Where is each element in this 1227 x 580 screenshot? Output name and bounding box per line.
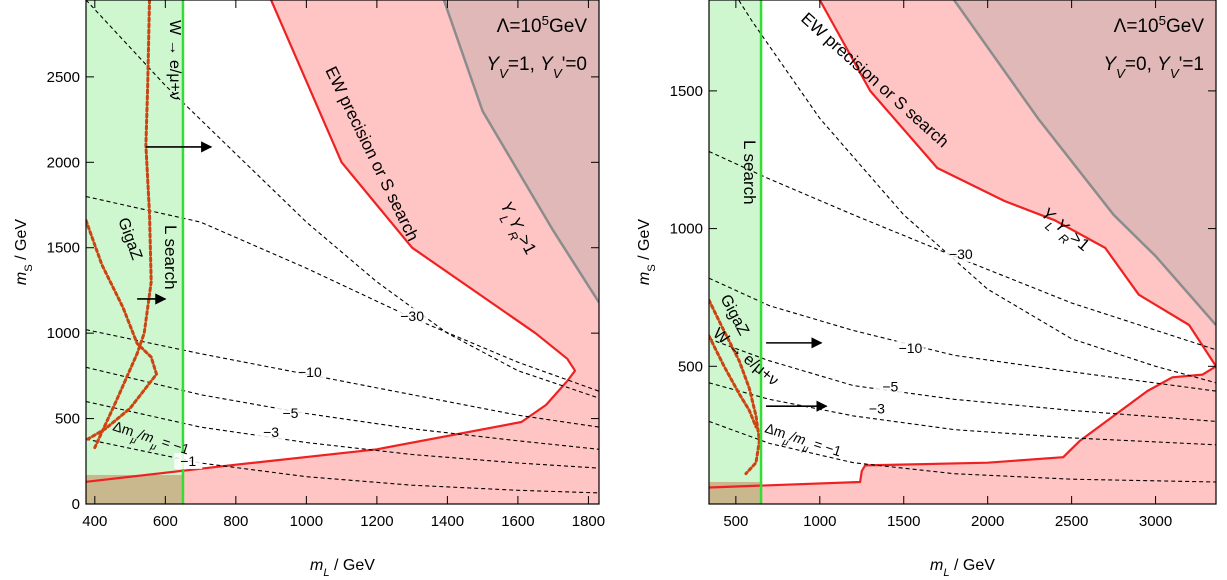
yly-boundary xyxy=(442,0,599,304)
header-lambda: Λ=105GeV xyxy=(1114,13,1205,38)
dotted-bound-0 xyxy=(709,298,761,476)
y-tick-label-3: 1500 xyxy=(47,240,80,257)
contour-label-0: −30 xyxy=(400,308,424,324)
plot-frame xyxy=(708,0,1217,505)
label-lsearch: L search xyxy=(740,140,759,205)
contour-label-bg-4 xyxy=(174,452,203,469)
x-axis-label: mL / GeV xyxy=(310,557,375,579)
ew-boundary xyxy=(86,0,577,483)
label-dm: Δmμ/mμ = −1 xyxy=(109,418,191,463)
y-tick-label-0: 500 xyxy=(678,358,703,375)
x-tick-label-7: 1800 xyxy=(572,513,605,530)
header-couplings: YV=0, YV'=1 xyxy=(1103,54,1204,81)
contour-line-4 xyxy=(709,420,1216,483)
contour-line-0 xyxy=(86,195,599,392)
contour-line-4 xyxy=(86,438,599,494)
contour-label-2: −5 xyxy=(283,405,299,421)
x-tick-label-5: 3000 xyxy=(1139,513,1172,530)
contour-label-2: −5 xyxy=(882,378,898,394)
contour-label-bg-0 xyxy=(398,307,427,324)
y-tick-label-4: 2000 xyxy=(47,154,80,171)
yly-region xyxy=(443,0,599,303)
x-tick-label-2: 800 xyxy=(223,513,248,530)
label-lsearch: L search xyxy=(161,225,180,290)
contour-line-2 xyxy=(86,366,599,450)
y-tick-label-1: 1000 xyxy=(670,221,703,238)
ew-excluded-region xyxy=(86,0,599,504)
contour-label-4: −1 xyxy=(180,453,196,469)
contour-label-bg-1 xyxy=(295,364,324,381)
contour-label-1: −10 xyxy=(298,364,322,380)
y-tick-label-5: 2500 xyxy=(47,69,80,86)
y-tick-label-1: 500 xyxy=(55,411,80,428)
x-tick-label-3: 1000 xyxy=(290,513,323,530)
contour-label-1: −10 xyxy=(899,340,923,356)
dotted-bound-1 xyxy=(709,334,758,429)
plot-area: −30 −10 −5−3 −1 xyxy=(86,0,599,504)
x-tick-label-4: 2500 xyxy=(1055,513,1088,530)
contour-label-bg-3 xyxy=(862,400,891,417)
x-axis-label: mL / GeV xyxy=(930,557,995,579)
panel-left: −30 −10 −5−3 −1 400 600 800 1000 1200 1400 1600 180… xyxy=(13,0,605,579)
contour-line-5 xyxy=(738,0,1216,384)
x-tick-label-1: 600 xyxy=(153,513,178,530)
ew-boundary xyxy=(709,0,1216,489)
contour-label-bg-2 xyxy=(876,378,905,395)
x-tick-label-1: 1000 xyxy=(803,513,836,530)
contour-label-bg-0 xyxy=(946,246,975,263)
x-tick-label-2: 1500 xyxy=(887,513,920,530)
y-tick-label-0: 0 xyxy=(72,496,80,513)
y-tick-label-2: 1000 xyxy=(47,325,80,342)
x-tick-label-5: 1400 xyxy=(431,513,464,530)
contour-label-3: −3 xyxy=(869,400,885,416)
contour-line-3 xyxy=(709,382,1216,446)
y-tick-label-2: 1500 xyxy=(670,83,703,100)
contour-label-bg-3 xyxy=(257,423,286,440)
contour-label-bg-1 xyxy=(896,339,925,356)
contour-line-2 xyxy=(709,338,1216,422)
contour-line-3 xyxy=(86,400,599,469)
x-tick-label-4: 1200 xyxy=(360,513,393,530)
x-tick-label-0: 500 xyxy=(723,513,748,530)
x-tick-label-6: 1600 xyxy=(501,513,534,530)
contour-line-5 xyxy=(86,0,599,399)
x-tick-label-3: 2000 xyxy=(971,513,1004,530)
panel-right: −30 −10 −5 −3 500 1000 1500 2000 2500 3000 500 1000… xyxy=(636,0,1217,579)
label-w-decay: W → e/μ+ν xyxy=(166,20,183,100)
y-axis-label: mS / GeV xyxy=(636,219,658,285)
header-lambda: Λ=105GeV xyxy=(497,13,588,38)
y-axis-label: mS / GeV xyxy=(13,219,35,285)
dotted-bound-0 xyxy=(93,0,153,450)
dotted-bound-1 xyxy=(86,218,159,441)
header-couplings: YV=1, YV'=0 xyxy=(486,54,587,81)
contour-label-3: −3 xyxy=(263,424,279,440)
lsearch-region xyxy=(86,0,183,504)
contour-label-bg-2 xyxy=(276,405,305,422)
yly-boundary xyxy=(953,0,1216,326)
plot-area: −30 −10 −5 −3 xyxy=(709,0,1216,504)
yly-region xyxy=(954,0,1216,325)
contour-line-0 xyxy=(709,150,1216,351)
lsearch-region xyxy=(709,0,762,504)
plot-frame xyxy=(85,0,600,505)
contour-label-0: −30 xyxy=(949,246,973,262)
x-tick-label-0: 400 xyxy=(82,513,107,530)
